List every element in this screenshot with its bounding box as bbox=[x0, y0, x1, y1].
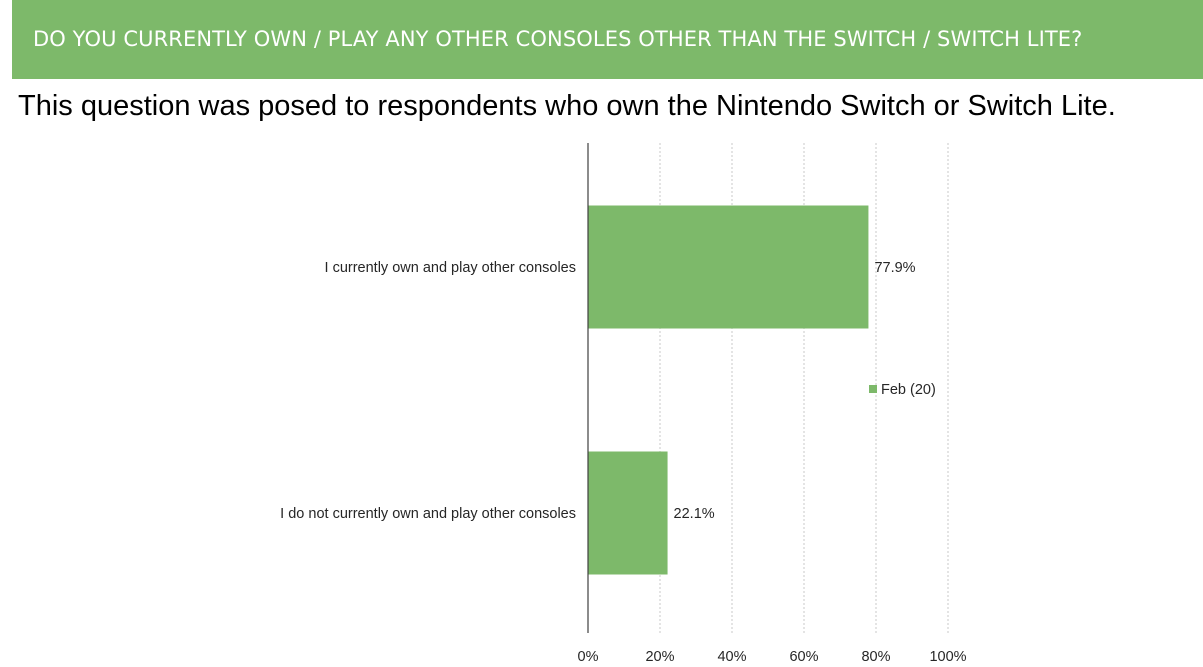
bar bbox=[588, 205, 869, 329]
x-tick-label: 100% bbox=[929, 649, 966, 665]
category-label: I do not currently own and play other co… bbox=[280, 506, 576, 522]
x-tick-label: 80% bbox=[861, 649, 890, 665]
x-tick-label: 20% bbox=[645, 649, 674, 665]
data-label: 22.1% bbox=[674, 506, 715, 522]
legend-label: Feb (20) bbox=[881, 382, 936, 398]
bar bbox=[588, 451, 668, 575]
category-label: I currently own and play other consoles bbox=[325, 260, 576, 276]
x-tick-label: 60% bbox=[789, 649, 818, 665]
legend-swatch bbox=[869, 385, 877, 393]
x-tick-label: 0% bbox=[578, 649, 599, 665]
header-bar: DO YOU CURRENTLY OWN / PLAY ANY OTHER CO… bbox=[12, 0, 1203, 79]
chart-subtitle: This question was posed to respondents w… bbox=[18, 90, 1116, 122]
data-label: 77.9% bbox=[874, 260, 915, 276]
page-title: DO YOU CURRENTLY OWN / PLAY ANY OTHER CO… bbox=[33, 27, 1083, 51]
x-tick-label: 40% bbox=[717, 649, 746, 665]
